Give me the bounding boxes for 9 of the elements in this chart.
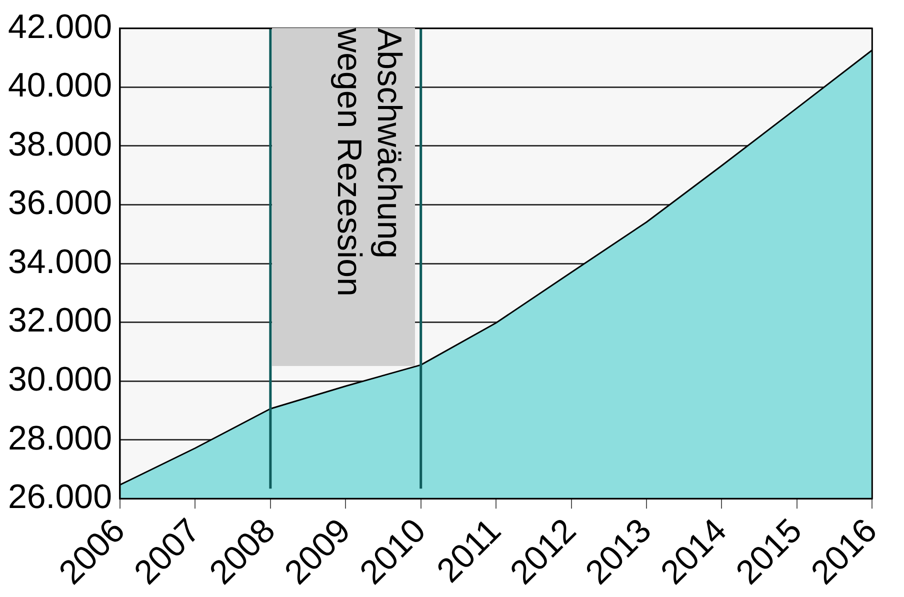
y-tick-label: 32.000 [8, 302, 112, 340]
y-tick-label: 28.000 [8, 419, 112, 458]
y-tick-label: 38.000 [8, 125, 112, 164]
y-tick-label: 40.000 [8, 66, 112, 105]
y-tick-label: 42.000 [8, 8, 112, 46]
y-tick-label: 36.000 [8, 184, 112, 222]
y-tick-label: 34.000 [8, 242, 112, 281]
y-tick-label: 26.000 [8, 478, 112, 516]
y-tick-label: 30.000 [8, 360, 112, 398]
